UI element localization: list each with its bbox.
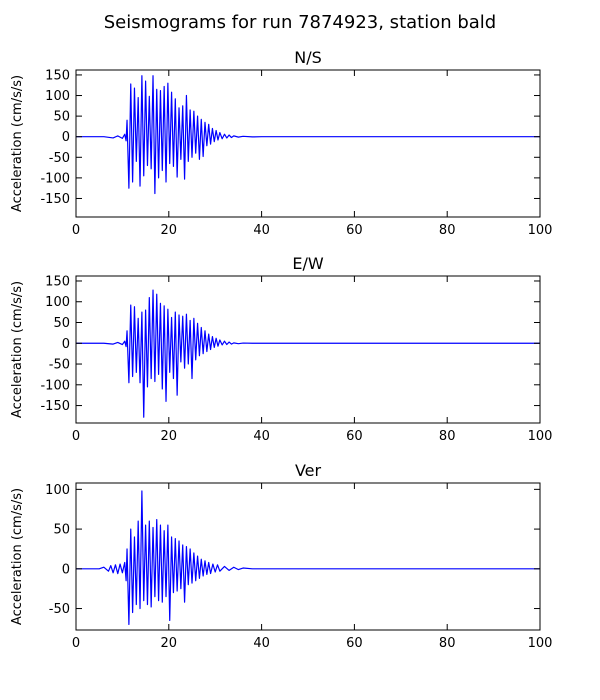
x-tick-label: 60 — [346, 636, 363, 651]
y-tick-label: -100 — [40, 378, 70, 393]
x-tick-label: 100 — [528, 636, 553, 651]
y-tick-label: -150 — [40, 399, 70, 414]
x-tick-label: 20 — [161, 636, 178, 651]
y-axis-label: Acceleration (cm/s/s) — [10, 488, 25, 625]
y-tick-label: 0 — [62, 130, 70, 145]
subplot-1: 0 20 40 60 80 100 -150 -100 -50 0 50 100 150 N/S Accel… — [10, 48, 552, 238]
x-tick-label: 40 — [253, 636, 270, 651]
subplot-3: 0 20 40 60 80 100 -50 0 50 100 Ver Acceleration (cm… — [10, 461, 552, 651]
x-tick-label: 20 — [161, 223, 178, 238]
y-tick-label: 100 — [45, 483, 70, 498]
y-tick-label: 50 — [53, 523, 70, 538]
axes-frame — [75, 275, 541, 424]
y-tick-label: 150 — [45, 274, 70, 289]
y-tick-label: 100 — [45, 89, 70, 104]
y-tick-label: -100 — [40, 171, 70, 186]
y-tick-label: 100 — [45, 295, 70, 310]
x-tick-label: 0 — [72, 429, 80, 444]
axes-frame — [75, 482, 541, 631]
x-tick-label: 80 — [439, 429, 456, 444]
x-tick-label: 100 — [528, 429, 553, 444]
series-line-1 — [76, 289, 540, 418]
x-tick-label: 20 — [161, 429, 178, 444]
y-tick-label: -50 — [49, 358, 70, 373]
subplot-title: Ver — [295, 461, 322, 480]
y-tick-label: -150 — [40, 192, 70, 207]
subplot-2: 0 20 40 60 80 100 -150 -100 -50 0 50 100 150 E/W Accel… — [10, 254, 552, 444]
x-tick-label: 100 — [528, 223, 553, 238]
x-tick-label: 60 — [346, 223, 363, 238]
figure-title: Seismograms for run 7874923, station bal… — [104, 12, 496, 33]
x-tick-label: 0 — [72, 223, 80, 238]
y-tick-label: 50 — [53, 316, 70, 331]
x-tick-label: 0 — [72, 636, 80, 651]
plots-container: 0 20 40 60 80 100 -150 -100 -50 0 50 100 150 N/S Accel… — [10, 48, 552, 651]
y-tick-label: 50 — [53, 110, 70, 125]
x-tick-label: 80 — [439, 223, 456, 238]
series-line-1 — [76, 75, 540, 195]
x-tick-label: 80 — [439, 636, 456, 651]
x-tick-label: 40 — [253, 223, 270, 238]
y-tick-label: 0 — [62, 562, 70, 577]
y-tick-label: -50 — [49, 602, 70, 617]
y-axis-label: Acceleration (cm/s/s) — [10, 281, 25, 418]
axes-frame — [75, 69, 541, 218]
y-tick-label: -50 — [49, 151, 70, 166]
subplot-title: N/S — [294, 48, 322, 67]
y-axis-label: Acceleration (cm/s/s) — [10, 75, 25, 212]
y-tick-label: 150 — [45, 68, 70, 83]
series-line-1 — [76, 490, 540, 626]
x-tick-label: 60 — [346, 429, 363, 444]
x-tick-label: 40 — [253, 429, 270, 444]
y-tick-label: 0 — [62, 337, 70, 352]
subplot-title: E/W — [292, 254, 324, 273]
